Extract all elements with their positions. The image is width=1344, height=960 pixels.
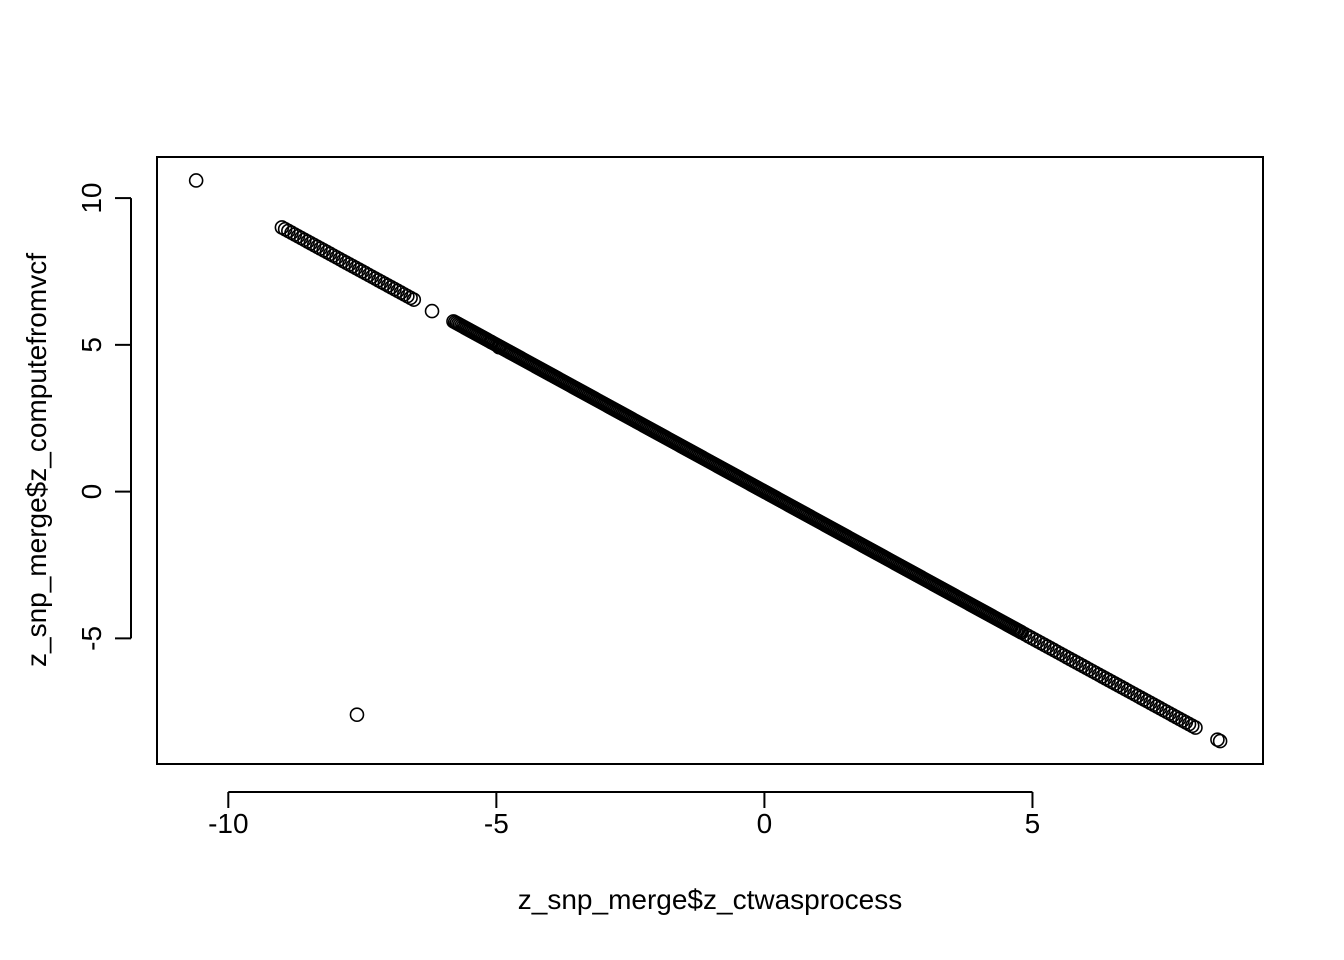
- x-tick-label: -5: [484, 808, 509, 839]
- x-axis-label: z_snp_merge$z_ctwasprocess: [518, 884, 902, 915]
- y-tick-label: 10: [76, 183, 107, 214]
- y-tick-label: -5: [76, 626, 107, 651]
- data-point: [491, 339, 507, 355]
- data-point: [1210, 732, 1225, 747]
- x-tick-label: 0: [757, 808, 773, 839]
- plot-frame: [156, 156, 1264, 765]
- data-point: [1212, 733, 1228, 749]
- x-tick-label: 5: [1025, 808, 1041, 839]
- y-axis-label: z_snp_merge$z_computefromvcf: [21, 253, 52, 667]
- data-point: [483, 334, 499, 350]
- y-tick-label: 5: [76, 337, 107, 353]
- x-tick-label: -10: [208, 808, 248, 839]
- y-tick-label: 0: [76, 484, 107, 500]
- data-point: [188, 173, 204, 188]
- data-point: [406, 292, 422, 307]
- y-axis: -5 0 5 10: [76, 183, 132, 651]
- data-point: [1188, 720, 1203, 735]
- x-axis: -10 -5 0 5: [208, 791, 1041, 839]
- data-point: [349, 707, 365, 722]
- data-point: [424, 303, 440, 319]
- data-points: [188, 173, 1228, 749]
